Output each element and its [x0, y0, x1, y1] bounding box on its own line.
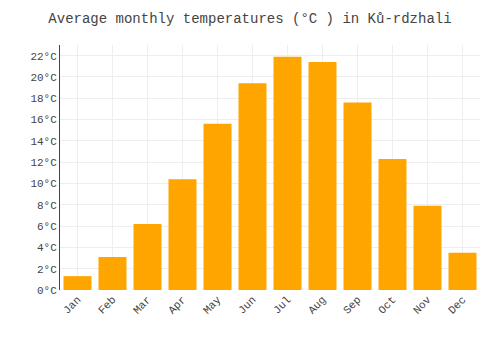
svg-text:16°C: 16°C: [30, 114, 57, 126]
svg-text:Jun: Jun: [236, 294, 258, 316]
svg-text:Jul: Jul: [271, 294, 293, 316]
svg-text:Feb: Feb: [96, 294, 118, 316]
svg-text:Mar: Mar: [131, 294, 153, 316]
svg-text:Aug: Aug: [306, 294, 328, 316]
svg-text:Nov: Nov: [411, 294, 434, 317]
svg-text:20°C: 20°C: [30, 72, 57, 84]
svg-text:12°C: 12°C: [30, 157, 57, 169]
svg-text:14°C: 14°C: [30, 136, 57, 148]
svg-text:Oct: Oct: [376, 294, 398, 316]
svg-text:Sep: Sep: [341, 294, 363, 316]
svg-text:0°C: 0°C: [37, 285, 57, 297]
svg-text:May: May: [201, 294, 224, 317]
svg-text:Apr: Apr: [166, 294, 188, 316]
svg-text:Dec: Dec: [446, 294, 468, 316]
svg-text:Jan: Jan: [61, 294, 83, 316]
svg-text:4°C: 4°C: [37, 242, 57, 254]
svg-text:2°C: 2°C: [37, 264, 57, 276]
svg-text:6°C: 6°C: [37, 221, 57, 233]
svg-text:18°C: 18°C: [30, 93, 57, 105]
svg-text:8°C: 8°C: [37, 200, 57, 212]
svg-text:10°C: 10°C: [30, 178, 57, 190]
svg-text:Average monthly temperatures (: Average monthly temperatures (°C ) in Ků…: [48, 11, 451, 27]
svg-text:22°C: 22°C: [30, 51, 57, 63]
